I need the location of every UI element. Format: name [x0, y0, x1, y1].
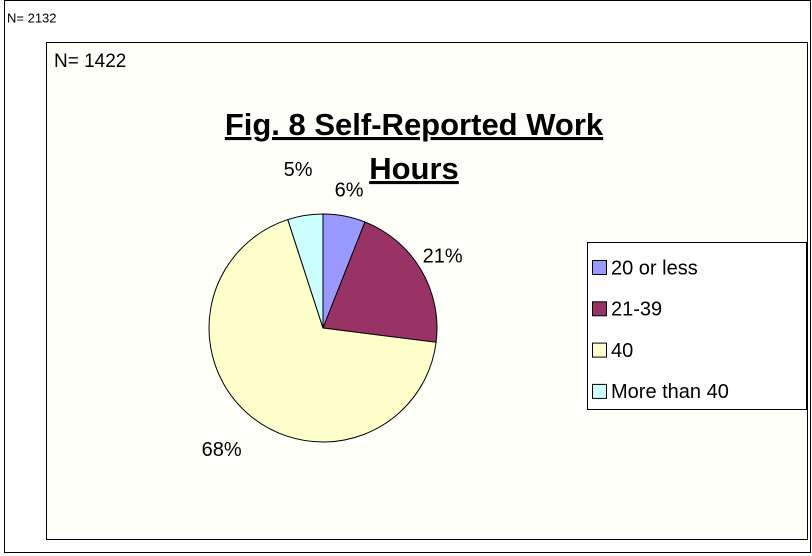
- legend-label: 20 or less: [611, 257, 698, 279]
- inner-annotation: N= 1422: [54, 51, 126, 72]
- legend-label: 21-39: [611, 299, 662, 321]
- data-label: 68%: [202, 439, 242, 461]
- legend-swatch: [592, 383, 607, 399]
- legend-label: 40: [611, 340, 633, 362]
- legend-swatch: [592, 342, 607, 358]
- chart-title: Fig. 8 Self-Reported Work Hours: [225, 107, 604, 186]
- outer-annotation: N= 2132: [7, 10, 57, 25]
- legend-label: More than 40: [611, 381, 729, 403]
- legend: 20 or less 21-39 40 More than 40: [592, 257, 729, 403]
- legend-swatch: [592, 301, 607, 317]
- legend-box: [587, 242, 807, 410]
- data-label: 5%: [284, 159, 313, 181]
- pie: 6% 21% 68% 5%: [202, 159, 463, 461]
- pie-slice: [322, 221, 438, 343]
- data-label: 6%: [335, 180, 364, 202]
- title-text: Fig. 8 Self-Reported Work Hours: [225, 107, 604, 186]
- legend-swatch: [592, 260, 607, 275]
- data-label: 21%: [423, 246, 463, 268]
- pie-slice: [287, 213, 324, 329]
- pie-slice: [208, 218, 437, 443]
